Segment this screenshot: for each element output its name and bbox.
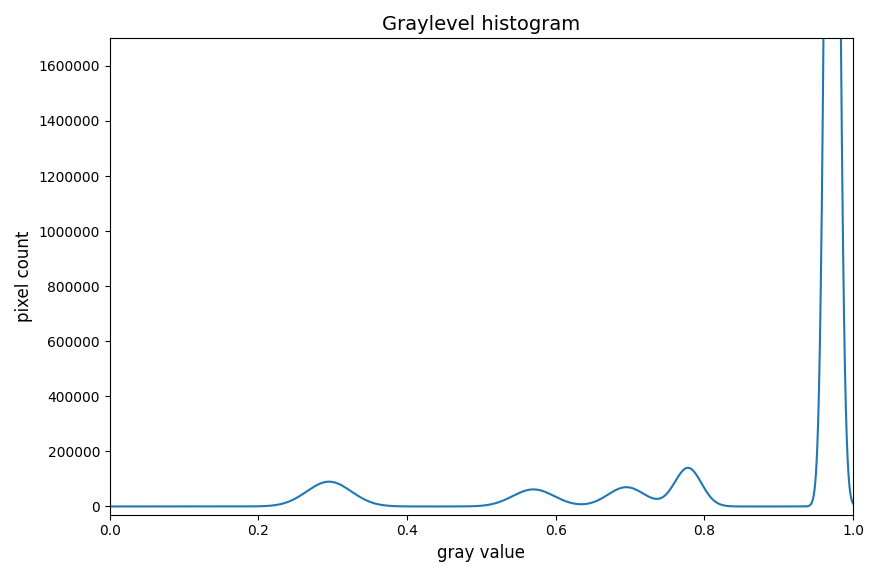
- X-axis label: gray value: gray value: [437, 544, 525, 562]
- Title: Graylevel histogram: Graylevel histogram: [382, 15, 579, 34]
- Y-axis label: pixel count: pixel count: [15, 231, 33, 322]
